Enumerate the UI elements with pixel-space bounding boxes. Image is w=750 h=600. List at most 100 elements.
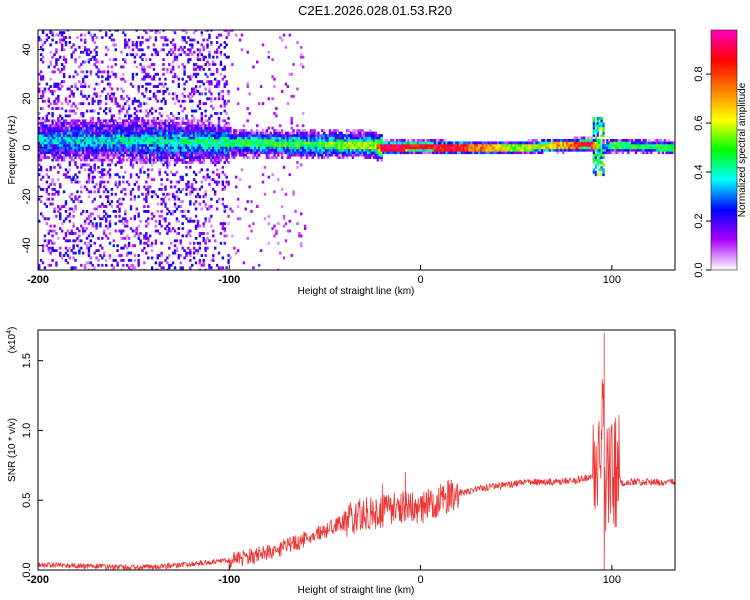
heatmap-cell xyxy=(227,33,230,37)
heatmap-cell xyxy=(518,146,521,150)
heatmap-cell xyxy=(87,31,91,35)
heatmap-cell xyxy=(213,85,217,88)
heatmap-cell xyxy=(66,254,70,257)
heatmap-cell xyxy=(275,141,278,145)
heatmap-cell xyxy=(152,151,156,155)
heatmap-cell xyxy=(156,99,160,103)
heatmap-cell xyxy=(47,129,50,133)
heatmap-cell xyxy=(412,141,416,145)
heatmap-cell xyxy=(162,163,165,167)
heatmap-cell xyxy=(196,136,200,140)
heatmap-cell xyxy=(137,153,140,157)
heatmap-cell xyxy=(164,146,167,150)
heatmap-cell xyxy=(133,99,137,103)
heatmap-cell xyxy=(217,136,221,140)
heatmap-cell xyxy=(204,156,207,159)
heatmap-cell xyxy=(169,48,173,52)
heatmap-cell xyxy=(200,180,204,184)
heatmap-cell xyxy=(139,102,142,106)
heatmap-cell xyxy=(103,214,106,218)
heatmap-cell xyxy=(108,168,112,172)
heatmap-cell xyxy=(51,126,54,130)
heatmap-cell xyxy=(198,161,202,164)
heatmap-cell xyxy=(279,36,282,39)
heatmap-cell xyxy=(183,65,186,69)
heatmap-cell xyxy=(124,146,127,150)
heatmap-cell xyxy=(208,175,211,179)
heatmap-cell xyxy=(104,141,108,145)
heatmap-cell xyxy=(173,173,177,177)
heatmap-cell xyxy=(435,141,439,145)
heatmap-cell xyxy=(351,153,355,157)
heatmap-cell xyxy=(206,143,209,147)
heatmap-cell xyxy=(55,50,58,54)
heatmap-cell xyxy=(200,143,204,147)
heatmap-cell xyxy=(150,107,154,110)
heatmap-cell xyxy=(189,165,192,169)
heatmap-cell xyxy=(62,141,66,145)
heatmap-cell xyxy=(116,148,119,152)
heatmap-cell xyxy=(365,141,368,145)
heatmap-cell xyxy=(60,102,64,106)
heatmap-cell xyxy=(139,148,142,152)
heatmap-cell xyxy=(539,143,542,147)
heatmap-cell xyxy=(89,232,93,235)
heatmap-cell xyxy=(135,161,138,164)
heatmap-cell xyxy=(141,146,144,150)
heatmap-cell xyxy=(118,148,121,152)
heatmap-cell xyxy=(267,146,270,150)
heatmap-cell xyxy=(273,138,276,142)
heatmap-cell xyxy=(141,249,144,253)
heatmap-cell xyxy=(215,180,219,184)
heatmap-cell xyxy=(45,244,49,248)
heatmap-cell xyxy=(168,229,171,233)
heatmap-cell xyxy=(158,90,161,93)
heatmap-cell xyxy=(72,200,75,204)
heatmap-cell xyxy=(171,119,175,123)
heatmap-cell xyxy=(192,50,196,54)
heatmap-cell xyxy=(340,131,343,135)
heatmap-cell xyxy=(91,151,94,155)
heatmap-cell xyxy=(273,156,276,159)
heatmap-cell xyxy=(114,173,117,177)
heatmap-cell xyxy=(319,153,322,157)
heatmap-cell xyxy=(129,258,133,262)
heatmap-cell xyxy=(215,67,219,71)
heatmap-cell xyxy=(93,99,96,103)
heatmap-cell xyxy=(227,141,230,145)
heatmap-cell xyxy=(43,141,47,145)
heatmap-cell xyxy=(470,146,473,150)
heatmap-cell xyxy=(133,151,137,155)
heatmap-cell xyxy=(210,266,213,270)
heatmap-cell xyxy=(91,170,94,174)
heatmap-cell xyxy=(116,143,119,147)
heatmap-cell xyxy=(265,136,269,140)
heatmap-cell xyxy=(227,183,230,186)
heatmap-cell xyxy=(217,161,221,164)
heatmap-cell xyxy=(189,229,192,233)
heatmap-cell xyxy=(76,119,79,123)
heatmap-cell xyxy=(93,175,96,179)
heatmap-cell xyxy=(177,116,181,120)
heatmap-cell xyxy=(49,224,52,228)
heatmap-cell xyxy=(227,116,230,120)
heatmap-cell xyxy=(453,143,456,147)
heatmap-cell xyxy=(112,124,116,128)
heatmap-cell xyxy=(240,143,244,147)
heatmap-cell xyxy=(74,82,77,86)
heatmap-cell xyxy=(47,146,50,150)
heatmap-cell xyxy=(45,141,49,145)
heatmap-cell xyxy=(198,58,202,62)
heatmap-cell xyxy=(179,175,182,179)
heatmap-cell xyxy=(97,138,100,142)
heatmap-cell xyxy=(103,168,106,172)
heatmap-cell xyxy=(215,146,219,150)
heatmap-cell xyxy=(286,156,290,159)
heatmap-cell xyxy=(311,143,314,147)
heatmap-cell xyxy=(164,219,167,223)
heatmap-cell xyxy=(198,50,202,54)
heatmap-cell xyxy=(191,45,194,49)
heatmap-cell xyxy=(99,136,102,140)
heatmap-cell xyxy=(112,151,116,155)
heatmap-cell xyxy=(183,87,186,91)
